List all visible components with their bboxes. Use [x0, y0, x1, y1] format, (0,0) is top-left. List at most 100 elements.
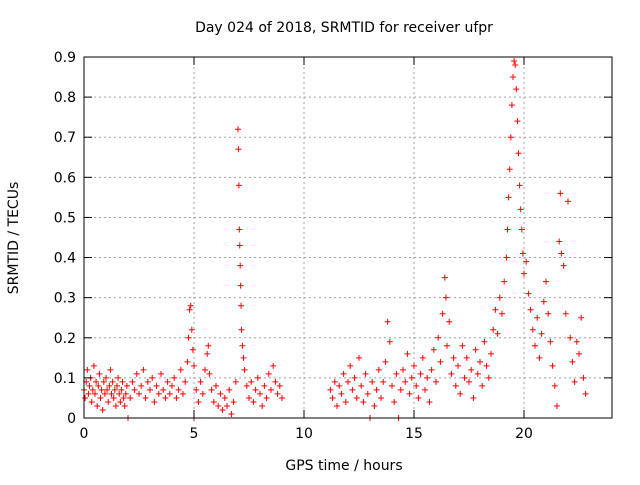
data-point: [358, 382, 365, 389]
data-point: [468, 366, 475, 373]
data-point: [171, 374, 178, 381]
data-point: [519, 250, 526, 257]
data-point: [508, 102, 515, 109]
data-point: [444, 342, 450, 349]
data-point: [506, 166, 513, 173]
data-point: [199, 390, 206, 397]
data-point: [349, 386, 356, 393]
data-point: [562, 310, 569, 317]
data-point: [101, 390, 108, 397]
data-point: [131, 386, 138, 393]
data-point: [455, 362, 461, 369]
data-point: [193, 386, 200, 393]
data-point: [479, 382, 486, 389]
data-point: [248, 378, 255, 385]
data-point: [375, 366, 382, 373]
data-point: [205, 342, 212, 349]
data-point: [252, 386, 259, 393]
data-point: [551, 382, 558, 389]
data-point: [120, 394, 127, 401]
data-point: [371, 402, 378, 409]
data-point: [426, 398, 433, 405]
data-point: [571, 378, 578, 385]
data-point: [384, 318, 391, 325]
data-point: [213, 382, 219, 389]
data-point: [239, 342, 246, 349]
data-point: [413, 382, 420, 389]
data-point: [494, 330, 501, 337]
data-point: [95, 382, 102, 389]
data-point: [378, 394, 384, 401]
data-point: [265, 370, 272, 377]
data-point: [393, 370, 400, 377]
data-point: [514, 118, 521, 125]
data-point: [162, 394, 169, 401]
data-point: [112, 402, 119, 409]
data-point: [557, 190, 564, 197]
data-point: [129, 378, 136, 385]
data-point: [224, 402, 230, 409]
data-point: [177, 366, 184, 373]
data-point: [504, 226, 511, 233]
data-point: [452, 382, 459, 389]
data-point: [189, 346, 196, 353]
data-point: [419, 354, 426, 361]
data-point: [463, 354, 470, 361]
axis-ticks: 0 5 10 15 20 0 0.1 0.2 0.3 0.4 0.5 0.6 0.7 0.8 0.9: [54, 50, 612, 442]
data-point: [98, 386, 105, 393]
data-point: [501, 278, 508, 285]
x-tick-label: 15: [405, 426, 423, 442]
data-point: [238, 302, 245, 309]
data-point: [243, 382, 250, 389]
data-point: [422, 386, 428, 393]
data-point: [556, 238, 563, 245]
data-point: [470, 394, 477, 401]
data-point: [433, 378, 439, 385]
data-point: [485, 374, 492, 381]
data-point: [235, 182, 242, 189]
data-point: [477, 358, 483, 365]
y-tick-label: 0.9: [54, 50, 76, 66]
data-point: [184, 358, 191, 365]
data-point: [86, 382, 93, 389]
data-point: [254, 374, 261, 381]
data-point: [364, 390, 371, 397]
data-point: [99, 406, 106, 413]
data-point: [93, 378, 100, 385]
data-point: [206, 370, 213, 377]
data-point: [230, 398, 237, 405]
data-point: [340, 370, 347, 377]
data-point: [543, 278, 549, 285]
data-point: [517, 206, 524, 213]
data-point: [160, 386, 167, 393]
data-point: [580, 374, 587, 381]
data-point: [116, 390, 123, 397]
data-point: [241, 366, 248, 373]
data-point: [219, 406, 226, 413]
data-point: [187, 302, 194, 309]
data-point: [94, 402, 101, 409]
data-point: [270, 362, 277, 369]
data-point: [221, 394, 228, 401]
data-point: [180, 390, 186, 397]
data-point: [210, 398, 217, 405]
data-point: [217, 390, 224, 397]
x-tick-label: 20: [515, 426, 533, 442]
data-point: [276, 382, 283, 389]
data-point: [232, 378, 239, 385]
data-point: [263, 394, 270, 401]
data-point: [439, 310, 446, 317]
data-point: [235, 146, 242, 153]
data-point: [408, 374, 415, 381]
data-point: [496, 294, 503, 301]
data-point: [259, 402, 266, 409]
data-point: [236, 242, 243, 249]
data-point: [117, 398, 124, 405]
data-point: [327, 386, 334, 393]
data-point: [334, 402, 340, 409]
data-point: [386, 338, 393, 345]
data-point: [279, 394, 285, 401]
y-tick-label: 0.8: [54, 90, 76, 106]
data-point: [147, 386, 153, 393]
data-points: [81, 58, 589, 421]
